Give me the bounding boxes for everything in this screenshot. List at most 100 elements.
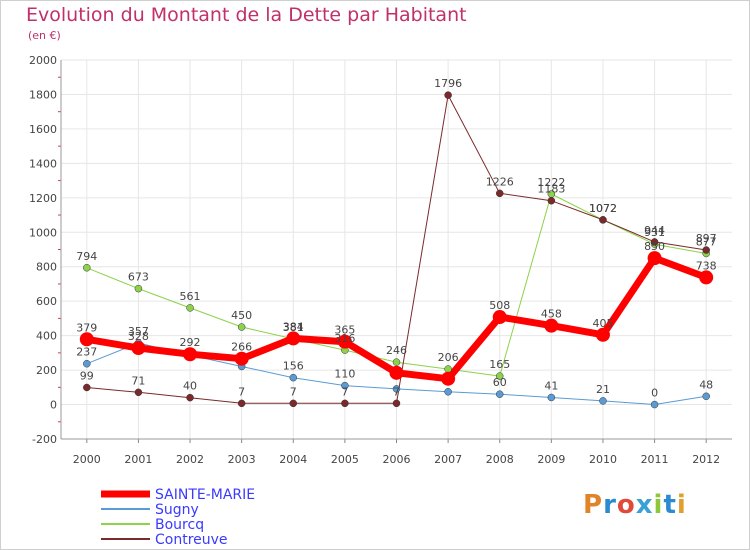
data-label: 156 bbox=[283, 360, 304, 373]
data-point bbox=[234, 351, 249, 366]
data-point bbox=[289, 399, 298, 408]
x-tick-label: 2011 bbox=[641, 453, 669, 466]
y-tick-label: 600 bbox=[36, 295, 57, 308]
data-label: 7 bbox=[290, 385, 297, 398]
data-label: 328 bbox=[128, 330, 149, 343]
y-tick-label: 1600 bbox=[29, 123, 57, 136]
data-point bbox=[647, 251, 662, 266]
data-point bbox=[492, 310, 507, 325]
data-point bbox=[444, 91, 452, 99]
data-point bbox=[595, 327, 610, 342]
data-point bbox=[495, 390, 504, 398]
data-point bbox=[702, 392, 710, 401]
data-label: 48 bbox=[699, 378, 713, 391]
data-label: 458 bbox=[541, 308, 562, 321]
data-point bbox=[699, 270, 714, 285]
data-point bbox=[341, 381, 349, 390]
data-point bbox=[547, 393, 556, 402]
data-point bbox=[83, 383, 91, 392]
data-point bbox=[134, 388, 143, 397]
data-label: 1222 bbox=[537, 176, 565, 189]
data-label: 931 bbox=[644, 226, 665, 239]
data-point bbox=[702, 246, 710, 254]
data-point bbox=[544, 318, 559, 333]
data-label: 7 bbox=[341, 385, 348, 398]
legend-label: Sugny bbox=[155, 502, 199, 518]
data-point bbox=[83, 264, 91, 272]
data-point bbox=[389, 365, 404, 380]
x-tick-label: 2005 bbox=[331, 453, 359, 466]
proxiti-logo: Proxiti bbox=[583, 490, 687, 520]
x-tick-label: 2004 bbox=[279, 453, 307, 466]
data-label: 266 bbox=[231, 341, 252, 354]
data-label: 944 bbox=[644, 224, 665, 237]
y-tick-label: 2000 bbox=[29, 54, 57, 67]
x-tick-label: 2009 bbox=[537, 453, 565, 466]
data-label: 384 bbox=[283, 320, 304, 333]
data-label: 365 bbox=[334, 324, 355, 337]
data-point bbox=[186, 393, 194, 402]
data-label: 897 bbox=[696, 232, 717, 245]
data-point bbox=[237, 323, 246, 331]
y-tick-label: 1800 bbox=[29, 88, 57, 101]
data-point bbox=[441, 371, 456, 386]
data-label: 292 bbox=[180, 336, 201, 349]
data-point bbox=[444, 388, 452, 396]
legend-label: SAINTE-MARIE bbox=[155, 487, 255, 503]
x-tick-label: 2008 bbox=[486, 453, 514, 466]
data-label: 40 bbox=[183, 380, 197, 393]
y-tick-label: 1000 bbox=[29, 226, 57, 239]
y-tick-label: 0 bbox=[50, 399, 57, 412]
data-point bbox=[83, 359, 91, 368]
data-label: 1072 bbox=[589, 202, 617, 215]
data-label: 381 bbox=[283, 321, 304, 334]
logo-letter: i bbox=[653, 490, 664, 520]
data-point bbox=[79, 332, 94, 347]
data-label: 405 bbox=[592, 317, 613, 330]
data-label: 0 bbox=[651, 387, 658, 400]
data-point bbox=[183, 347, 198, 362]
data-label: 316 bbox=[334, 332, 355, 345]
data-point bbox=[392, 399, 401, 408]
logo-letter: t bbox=[663, 490, 677, 520]
data-label: 110 bbox=[334, 368, 355, 381]
data-label: 99 bbox=[80, 369, 94, 382]
data-label: 357 bbox=[128, 325, 149, 338]
data-label: 237 bbox=[76, 346, 97, 359]
data-label: 7 bbox=[238, 385, 245, 398]
legend-label: Contreuve bbox=[155, 532, 228, 548]
data-label: 71 bbox=[131, 374, 145, 387]
data-point bbox=[286, 331, 301, 346]
data-point bbox=[650, 238, 659, 246]
data-point bbox=[289, 373, 298, 382]
logo-letter: P bbox=[583, 490, 604, 520]
data-point bbox=[444, 365, 452, 373]
data-label: 60 bbox=[493, 376, 507, 389]
data-point bbox=[392, 385, 401, 393]
data-label: 1072 bbox=[589, 202, 617, 215]
x-tick-label: 2012 bbox=[692, 453, 720, 466]
data-label: 450 bbox=[231, 309, 252, 322]
logo-letter: o bbox=[616, 490, 636, 520]
data-point bbox=[337, 334, 352, 349]
data-label: 41 bbox=[544, 379, 558, 392]
data-label: 206 bbox=[438, 351, 459, 364]
data-point bbox=[341, 399, 349, 408]
data-label: 508 bbox=[489, 299, 510, 312]
data-label: 673 bbox=[128, 271, 149, 284]
data-label: 21 bbox=[596, 383, 610, 396]
x-tick-label: 2006 bbox=[383, 453, 411, 466]
logo-letter: i bbox=[676, 490, 687, 520]
data-label: 561 bbox=[180, 290, 201, 303]
data-point bbox=[495, 372, 504, 380]
data-label: 7 bbox=[393, 385, 400, 398]
chart-title: Evolution du Montant de la Dette par Hab… bbox=[26, 4, 467, 26]
y-tick-label: 800 bbox=[36, 261, 57, 274]
data-label: 794 bbox=[76, 250, 97, 263]
logo-letter: r bbox=[603, 490, 617, 520]
legend-label: Bourcq bbox=[155, 517, 204, 533]
data-label: 1796 bbox=[434, 77, 462, 90]
x-tick-label: 2010 bbox=[589, 453, 617, 466]
chart-subtitle: (en €) bbox=[28, 29, 61, 42]
